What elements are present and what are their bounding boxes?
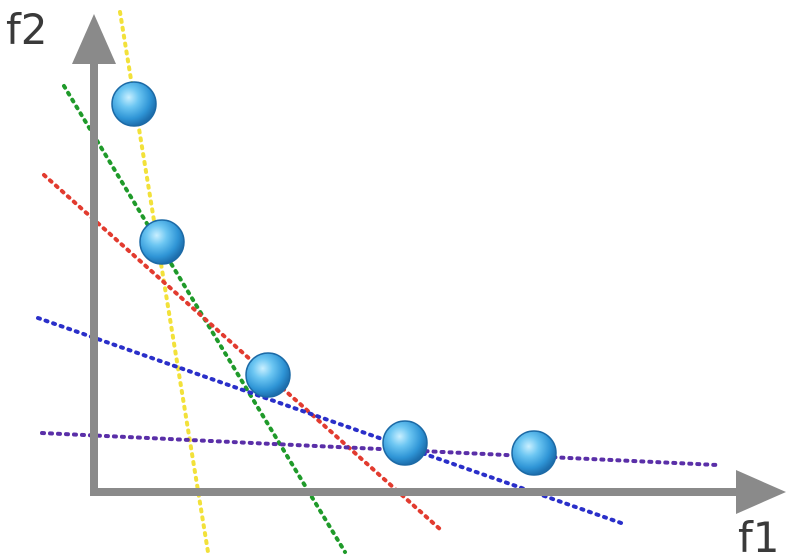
- blue-dotted-line: [36, 316, 626, 526]
- pareto-point: [245, 352, 291, 398]
- y-axis-arrowhead: [72, 14, 116, 64]
- pareto-points: [111, 81, 557, 476]
- red-dotted-line: [42, 173, 443, 532]
- x-axis-label: f1: [738, 513, 780, 559]
- pareto-point: [511, 430, 557, 476]
- y-axis: [72, 14, 116, 492]
- x-axis-arrowhead: [736, 470, 786, 514]
- pareto-point: [139, 219, 185, 265]
- pareto-point: [111, 81, 157, 127]
- pareto-point: [382, 420, 428, 466]
- purple-dotted-line: [40, 431, 719, 467]
- y-axis-label: f2: [6, 5, 48, 54]
- x-axis: [90, 470, 786, 514]
